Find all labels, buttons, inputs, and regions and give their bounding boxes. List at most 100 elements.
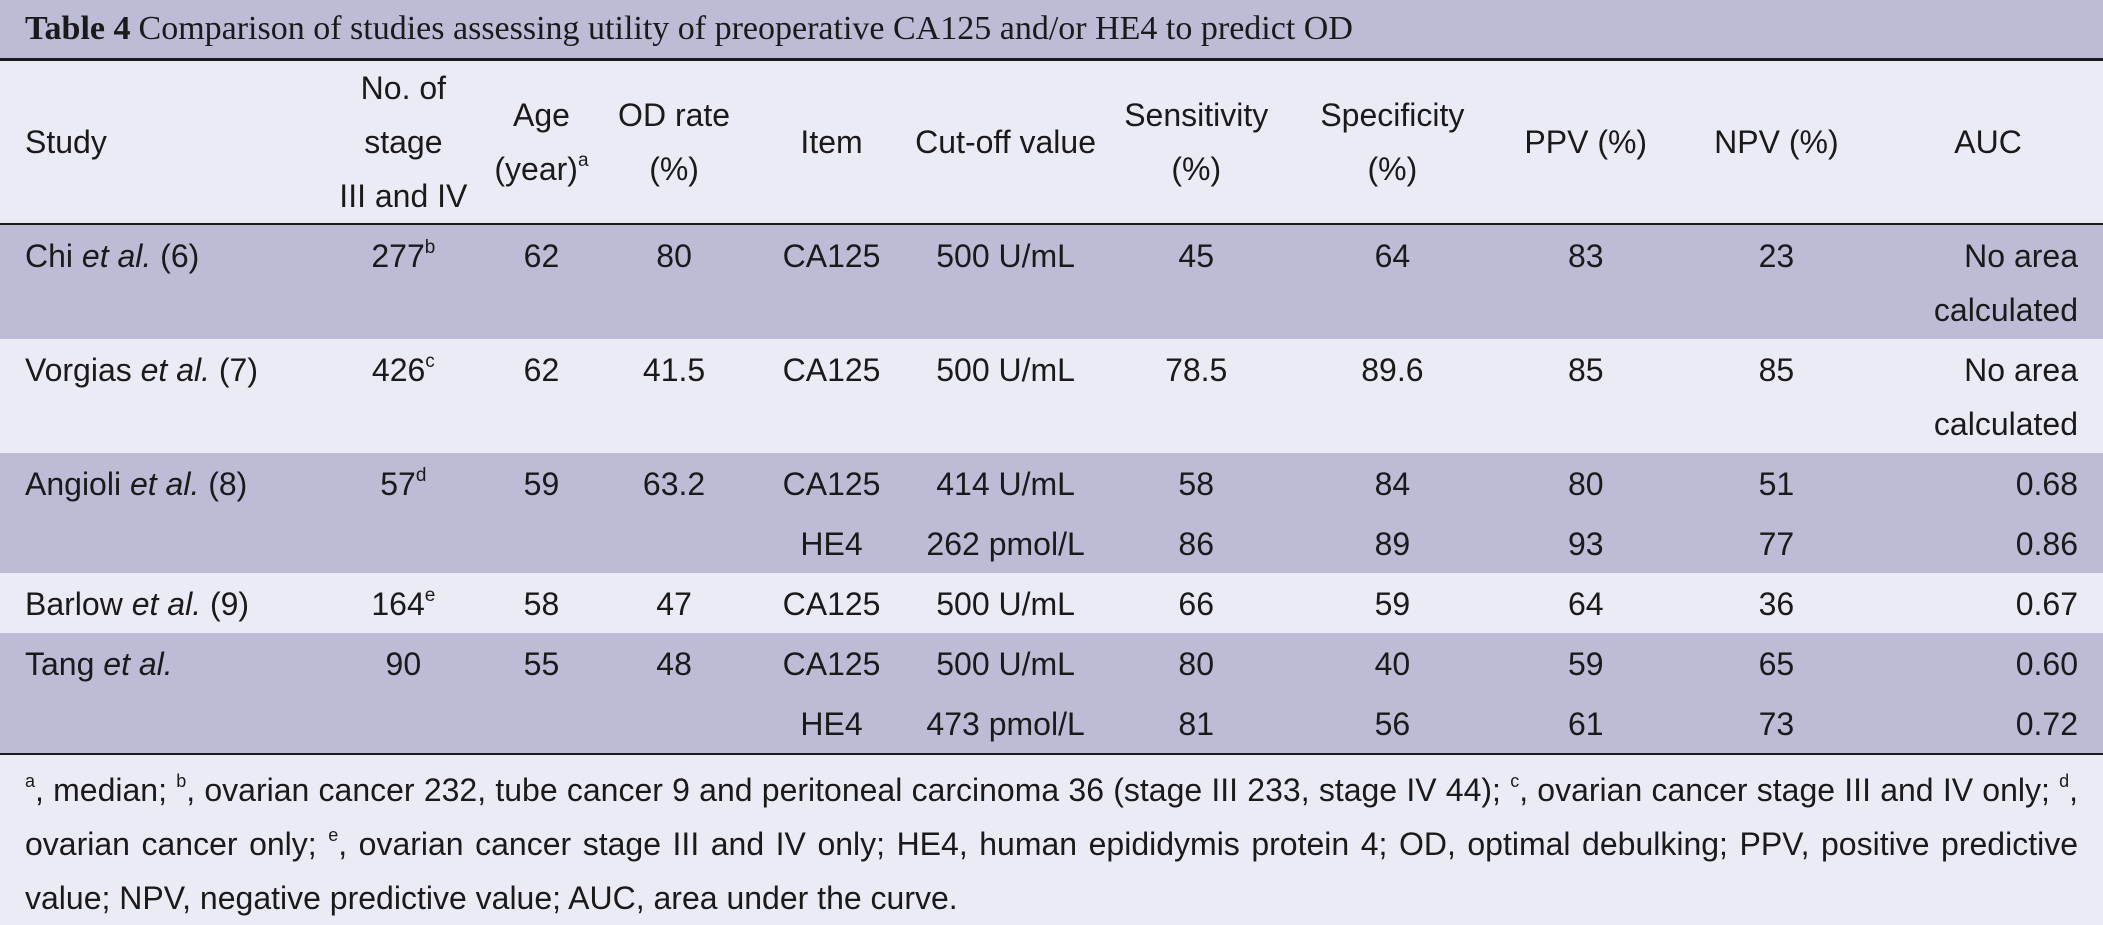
sensitivity-cell: 45: [1178, 238, 1214, 274]
specificity-cell: 56: [1374, 706, 1411, 742]
specificity-cell: 89: [1374, 526, 1411, 562]
ppv-cell: 85: [1567, 352, 1604, 388]
header-item: Item: [751, 61, 912, 225]
auc-cell: No area calculated: [1933, 238, 2078, 328]
header-row: Study No. of stage III and IV Age (year)a …: [0, 61, 2103, 225]
header-od-rate: OD rate (%): [596, 61, 752, 225]
od-rate-cell: 47: [656, 586, 692, 622]
od-rate-cell: 41.5: [642, 352, 706, 388]
study-cell: Chi et al. (6): [25, 238, 200, 274]
cutoff-cell: 500 U/mL: [936, 352, 1075, 388]
table-row: Angioli et al. (8) 57d 59 63.2 CA125 414…: [0, 453, 2103, 513]
od-rate-cell: 48: [656, 646, 692, 682]
header-age: Age (year)a: [486, 61, 597, 225]
item-cell: CA125: [782, 238, 881, 274]
od-rate-cell: 63.2: [642, 466, 706, 502]
npv-cell: 85: [1758, 352, 1795, 388]
npv-cell: 23: [1758, 238, 1795, 274]
sensitivity-cell: 86: [1178, 526, 1214, 562]
header-npv: NPV (%): [1679, 61, 1874, 225]
study-cell: [0, 513, 320, 573]
cutoff-cell: 500 U/mL: [936, 586, 1075, 622]
table-title: Comparison of studies assessing utility …: [138, 10, 1353, 47]
cutoff-cell: 473 pmol/L: [926, 706, 1085, 742]
specificity-cell: 89.6: [1361, 352, 1424, 388]
od-rate-cell: [597, 513, 752, 573]
stage-count-cell: 164e: [371, 585, 436, 622]
sensitivity-cell: 80: [1178, 646, 1214, 682]
table-row: Tang et al. 90 55 48 CA125 500 U/mL 80 4…: [0, 633, 2103, 693]
specificity-cell: 64: [1374, 238, 1411, 274]
item-cell: HE4: [800, 706, 863, 742]
sensitivity-cell: 78.5: [1165, 352, 1228, 388]
age-cell: 59: [523, 466, 560, 502]
age-cell: 55: [523, 646, 560, 682]
item-cell: CA125: [782, 466, 881, 502]
specificity-cell: 59: [1374, 586, 1411, 622]
table-footnote: a, median; b, ovarian cancer 232, tube c…: [0, 753, 2103, 925]
cutoff-cell: 500 U/mL: [936, 238, 1075, 274]
cutoff-cell: 414 U/mL: [936, 466, 1075, 502]
auc-cell: 0.68: [2015, 466, 2078, 502]
item-cell: CA125: [782, 352, 881, 388]
study-cell: [0, 693, 320, 753]
table-label: Table 4: [25, 10, 131, 47]
stage-count-cell: 277b: [371, 237, 436, 274]
npv-cell: 36: [1758, 586, 1795, 622]
item-cell: CA125: [782, 586, 881, 622]
study-cell: Barlow et al. (9): [25, 586, 250, 622]
stage-count-cell: 90: [385, 646, 422, 682]
header-auc: AUC: [1873, 61, 2103, 225]
header-cutoff: Cut-off value: [911, 61, 1100, 225]
item-cell: CA125: [782, 646, 881, 682]
header-stage: No. of stage III and IV: [320, 61, 487, 225]
table-row: HE4 473 pmol/L 81 56 61 73 0.72: [0, 693, 2103, 753]
header-sensitivity: Sensitivity (%): [1099, 61, 1293, 225]
ppv-cell: 83: [1567, 238, 1604, 274]
age-cell: [486, 513, 597, 573]
cutoff-cell: 262 pmol/L: [926, 526, 1085, 562]
ppv-cell: 80: [1567, 466, 1604, 502]
ppv-cell: 59: [1567, 646, 1604, 682]
header-specificity: Specificity (%): [1292, 61, 1492, 225]
od-rate-cell: 80: [656, 238, 692, 274]
table-caption: Table 4 Comparison of studies assessing u…: [0, 0, 2103, 61]
ppv-cell: 93: [1567, 526, 1604, 562]
npv-cell: 77: [1758, 526, 1795, 562]
stage-count-cell: [320, 513, 486, 573]
ppv-cell: 64: [1567, 586, 1604, 622]
study-cell: Angioli et al. (8): [25, 466, 248, 502]
auc-cell: 0.67: [2015, 586, 2078, 622]
item-cell: HE4: [800, 526, 863, 562]
header-ppv: PPV (%): [1491, 61, 1680, 225]
age-cell: 62: [523, 352, 560, 388]
age-cell: 58: [523, 586, 560, 622]
specificity-cell: 84: [1374, 466, 1411, 502]
npv-cell: 65: [1758, 646, 1795, 682]
auc-cell: 0.86: [2015, 526, 2078, 562]
npv-cell: 73: [1758, 706, 1795, 742]
specificity-cell: 40: [1374, 646, 1411, 682]
table-row: Barlow et al. (9) 164e 58 47 CA125 500 U…: [0, 573, 2103, 633]
study-cell: Tang et al.: [25, 646, 173, 682]
auc-cell: No area calculated: [1933, 352, 2078, 442]
age-cell: [486, 693, 597, 753]
stage-count-cell: 57d: [380, 465, 427, 502]
sensitivity-cell: 81: [1178, 706, 1214, 742]
stage-count-cell: 426c: [371, 351, 435, 388]
comparison-table: Study No. of stage III and IV Age (year)a …: [0, 61, 2103, 753]
table-row: Chi et al. (6) 277b 62 80 CA125 500 U/mL…: [0, 224, 2103, 339]
stage-count-cell: [320, 693, 486, 753]
auc-cell: 0.72: [2015, 706, 2078, 742]
cutoff-cell: 500 U/mL: [936, 646, 1075, 682]
ppv-cell: 61: [1567, 706, 1604, 742]
study-cell: Vorgias et al. (7): [25, 352, 258, 388]
sensitivity-cell: 58: [1178, 466, 1214, 502]
npv-cell: 51: [1758, 466, 1795, 502]
age-cell: 62: [523, 238, 560, 274]
sensitivity-cell: 66: [1178, 586, 1214, 622]
table-row: Vorgias et al. (7) 426c 62 41.5 CA125 50…: [0, 339, 2103, 453]
header-study: Study: [0, 61, 321, 225]
auc-cell: 0.60: [2015, 646, 2078, 682]
table-row: HE4 262 pmol/L 86 89 93 77 0.86: [0, 513, 2103, 573]
